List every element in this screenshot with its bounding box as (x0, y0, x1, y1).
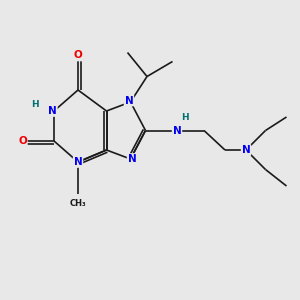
Text: H: H (32, 100, 39, 109)
Text: CH₃: CH₃ (70, 200, 86, 208)
Text: H: H (181, 113, 188, 122)
Text: N: N (74, 157, 82, 167)
Text: N: N (242, 145, 250, 155)
Text: N: N (128, 154, 136, 164)
Text: N: N (48, 106, 57, 116)
Text: O: O (74, 50, 82, 61)
Text: N: N (124, 95, 134, 106)
Text: N: N (172, 125, 182, 136)
Text: O: O (18, 136, 27, 146)
